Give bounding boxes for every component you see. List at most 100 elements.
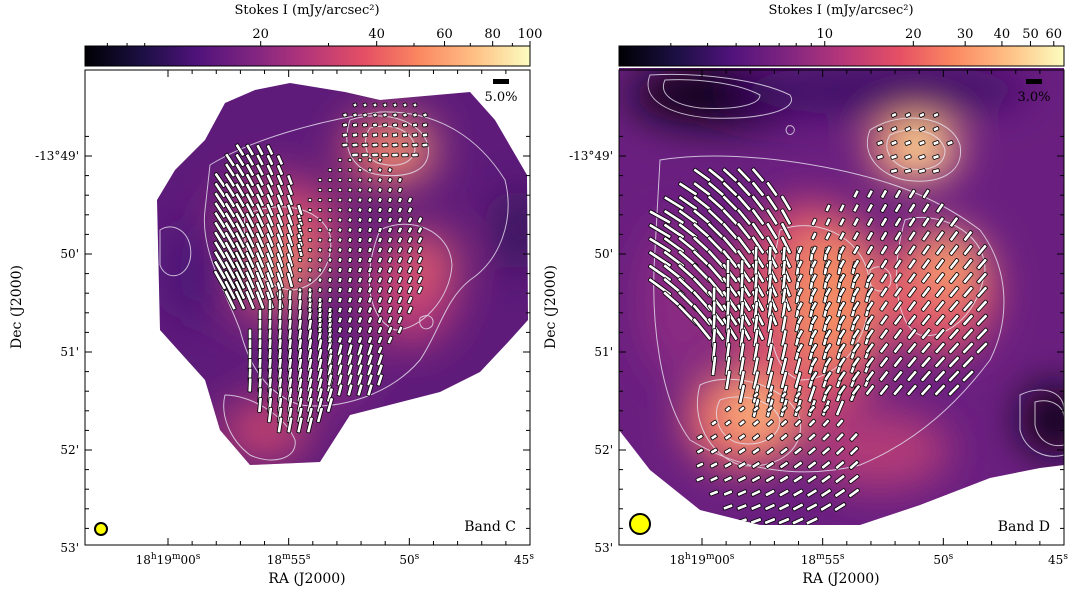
polarization-vector (796, 315, 804, 325)
polarization-vector (286, 213, 294, 227)
polarization-vector (822, 404, 830, 414)
polarization-vector (213, 250, 227, 270)
polarization-vector (347, 296, 353, 304)
polarization-vector (765, 194, 779, 212)
polarization-vector (275, 222, 285, 238)
polarization-vector (416, 246, 424, 254)
polarization-vector (710, 355, 718, 377)
polarization-vector (663, 222, 685, 240)
polarization-vector (750, 503, 762, 511)
y-tick-label: 52' (60, 443, 79, 457)
polarization-vector (879, 272, 889, 284)
polarization-vector (351, 152, 359, 158)
polarization-vector (808, 405, 816, 413)
polarization-vector (327, 267, 333, 273)
polarization-vector (780, 315, 788, 333)
polarization-vector (766, 370, 774, 390)
polarization-vector (357, 256, 363, 264)
polarization-vector (356, 363, 364, 377)
colorbar-left: Stokes I (mJy/arcsec²) 20 40 60 80 100 (84, 3, 542, 67)
polarization-vector (753, 245, 759, 263)
polarization-vector (752, 391, 760, 399)
polarization-vector (750, 221, 766, 241)
polarization-vector (347, 326, 353, 334)
polarization-vector (848, 488, 860, 498)
polarization-vector (663, 209, 685, 225)
polarization-vector (356, 353, 364, 367)
polarization-vector (361, 132, 369, 138)
polarization-vector (824, 287, 832, 297)
polarization-vector (255, 192, 265, 208)
polarization-vector (934, 327, 946, 341)
polarization-vector (791, 516, 805, 525)
polarization-vector (724, 419, 732, 427)
polarization-vector (382, 112, 388, 118)
x-tick-label: 18h19m00s (670, 552, 735, 567)
polarization-vector (805, 516, 819, 525)
polarization-vector (367, 256, 373, 264)
polarization-vector (921, 188, 931, 200)
polarization-vector (367, 187, 373, 193)
polarization-vector (327, 326, 333, 334)
polarization-vector (904, 112, 912, 118)
polarization-vector (265, 212, 275, 228)
polarization-vector (976, 243, 988, 257)
polarization-vector (920, 369, 932, 383)
map-right-frame: 18h19m00s 18m55s 50s 45s -13°49' 50' 51' 52' 53… (569, 69, 1068, 567)
polarization-vector (890, 112, 898, 118)
polarization-vector (866, 217, 874, 227)
polarization-vector (736, 194, 752, 212)
polarization-vector (397, 186, 403, 194)
polarization-vector (975, 341, 989, 355)
polarization-vector (357, 207, 363, 213)
polarization-vector (223, 231, 237, 249)
polarization-vector (407, 236, 413, 244)
y-tick-label: 52' (594, 443, 613, 457)
polarization-vector (347, 257, 353, 263)
polarization-vector (907, 286, 917, 298)
polarization-vector (707, 167, 725, 183)
polarization-vector (935, 244, 945, 256)
polarization-vector (397, 256, 403, 264)
polarization-vector (778, 502, 790, 512)
polarization-vector (357, 227, 363, 233)
polarization-vector (275, 203, 285, 217)
polarization-vector (805, 502, 819, 512)
polarization-vector (337, 227, 343, 233)
polarization-vector (837, 384, 847, 396)
polarization-vector (417, 216, 423, 224)
polarization-vector (341, 142, 349, 148)
polarization-vector (337, 316, 343, 324)
polarization-vector (736, 208, 752, 226)
polarization-vector (265, 232, 275, 248)
polarization-vector (234, 280, 246, 300)
polarization-vector (810, 329, 818, 339)
polarization-vector (275, 193, 285, 207)
polarization-vector (796, 343, 804, 353)
polarization-vector (962, 313, 974, 327)
polarization-vector (316, 367, 324, 383)
polarization-vector (317, 237, 323, 243)
polarization-vector (907, 272, 917, 284)
polarization-vector (866, 231, 874, 241)
polarization-vector (724, 405, 732, 413)
polarization-vector (317, 207, 323, 213)
polarization-vector (738, 384, 746, 404)
polarization-vector (780, 329, 788, 347)
polarization-vector (662, 236, 686, 254)
map-right-image (619, 68, 1064, 525)
polarization-vector (648, 209, 672, 225)
x-axis-label-left: RA (J2000) (268, 571, 345, 587)
polarization-vector (234, 260, 246, 280)
polarization-vector (838, 273, 846, 283)
polarization-vector (890, 168, 898, 174)
polarization-vector (780, 357, 788, 375)
polarization-vector (255, 153, 265, 167)
polarization-vector (401, 142, 409, 148)
polarization-vector (275, 271, 285, 289)
polarization-vector (412, 112, 418, 118)
polarization-vector (387, 187, 393, 193)
polarization-vector (347, 316, 353, 324)
polarization-vector (366, 343, 374, 357)
polarization-vector (934, 369, 946, 383)
